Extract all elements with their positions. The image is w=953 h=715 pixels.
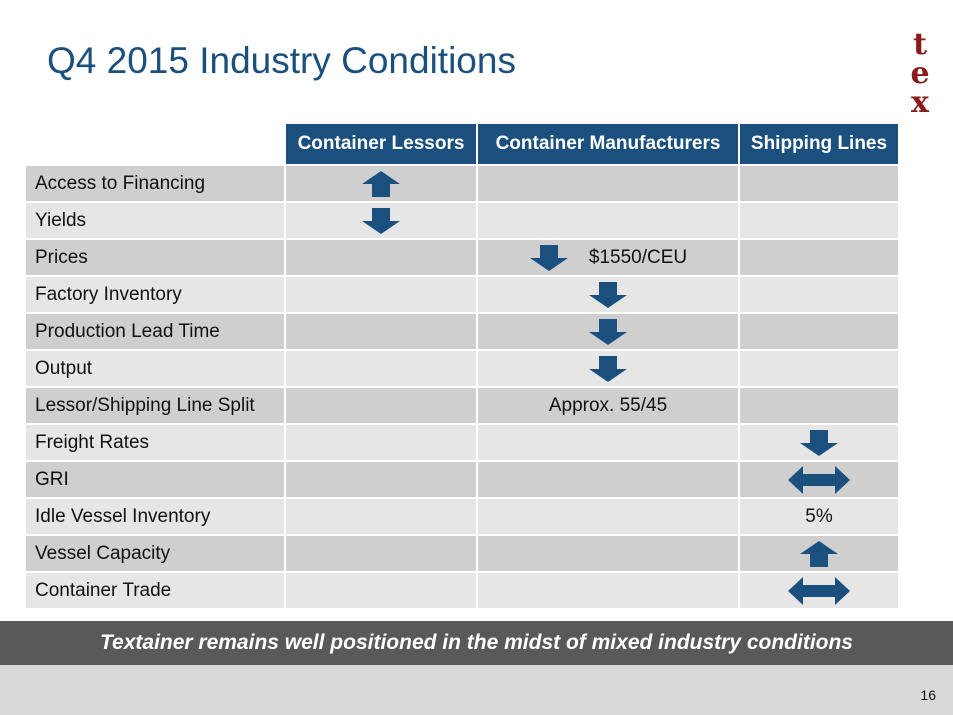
row-label: Freight Rates bbox=[26, 423, 284, 460]
column-header-shipping-lines: Shipping Lines bbox=[738, 124, 898, 164]
row-label: Prices bbox=[26, 238, 284, 275]
table-row: Lessor/Shipping Line Split Approx. 55/45 bbox=[26, 386, 898, 423]
cell-container-lessors bbox=[284, 571, 476, 608]
company-logo: t e x bbox=[905, 27, 935, 120]
cell-container-lessors bbox=[284, 275, 476, 312]
row-label: Container Trade bbox=[26, 571, 284, 608]
table-row: Prices $1550/CEU bbox=[26, 238, 898, 275]
cell-container-manufacturers bbox=[476, 460, 738, 497]
cell-container-lessors bbox=[284, 497, 476, 534]
arrow-up-icon bbox=[361, 170, 401, 198]
row-label: Yields bbox=[26, 201, 284, 238]
cell-shipping-lines bbox=[738, 349, 898, 386]
table-row: Freight Rates bbox=[26, 423, 898, 460]
cell-shipping-lines: 5% bbox=[738, 497, 898, 534]
page-number: 16 bbox=[920, 687, 936, 703]
cell-container-lessors bbox=[284, 460, 476, 497]
cell-shipping-lines bbox=[738, 164, 898, 201]
table-header-spacer bbox=[26, 124, 284, 164]
table-row: Production Lead Time bbox=[26, 312, 898, 349]
cell-shipping-lines bbox=[738, 460, 898, 497]
logo-letter: x bbox=[911, 85, 929, 120]
logo-letter: e bbox=[910, 56, 930, 91]
row-label: Access to Financing bbox=[26, 164, 284, 201]
cell-container-manufacturers bbox=[476, 164, 738, 201]
table-row: GRI bbox=[26, 460, 898, 497]
arrow-down-icon bbox=[588, 318, 628, 346]
table-body: Access to Financing Yields Prices $1550/CEU… bbox=[26, 164, 898, 608]
cell-container-lessors bbox=[284, 238, 476, 275]
row-label: Lessor/Shipping Line Split bbox=[26, 386, 284, 423]
cell-container-lessors bbox=[284, 534, 476, 571]
cell-container-manufacturers bbox=[476, 201, 738, 238]
cell-container-lessors bbox=[284, 386, 476, 423]
cell-container-manufacturers bbox=[476, 275, 738, 312]
cell-container-manufacturers bbox=[476, 571, 738, 608]
arrow-down-icon bbox=[588, 281, 628, 309]
arrow-down-icon bbox=[529, 244, 569, 272]
arrow-down-icon bbox=[361, 207, 401, 235]
cell-container-lessors bbox=[284, 201, 476, 238]
table-header-row: Container Lessors Container Manufacturer… bbox=[26, 124, 898, 164]
arrow-left-right-icon bbox=[787, 576, 851, 606]
column-header-container-manufacturers: Container Manufacturers bbox=[476, 124, 738, 164]
summary-banner: Textainer remains well positioned in the… bbox=[0, 621, 953, 665]
cell-shipping-lines bbox=[738, 275, 898, 312]
cell-container-manufacturers bbox=[476, 312, 738, 349]
row-label: Idle Vessel Inventory bbox=[26, 497, 284, 534]
cell-shipping-lines bbox=[738, 238, 898, 275]
row-label: Production Lead Time bbox=[26, 312, 284, 349]
cell-value: Approx. 55/45 bbox=[548, 394, 668, 416]
table-row: Container Trade bbox=[26, 571, 898, 608]
row-label: GRI bbox=[26, 460, 284, 497]
cell-shipping-lines bbox=[738, 201, 898, 238]
table-row: Yields bbox=[26, 201, 898, 238]
cell-container-manufacturers bbox=[476, 534, 738, 571]
cell-container-manufacturers bbox=[476, 349, 738, 386]
arrow-left-right-icon bbox=[787, 465, 851, 495]
cell-shipping-lines bbox=[738, 423, 898, 460]
table-row: Access to Financing bbox=[26, 164, 898, 201]
cell-value: $1550/CEU bbox=[588, 246, 688, 268]
column-header-container-lessors: Container Lessors bbox=[284, 124, 476, 164]
cell-shipping-lines bbox=[738, 534, 898, 571]
slide-title: Q4 2015 Industry Conditions bbox=[47, 40, 516, 81]
cell-container-lessors bbox=[284, 349, 476, 386]
cell-container-manufacturers bbox=[476, 423, 738, 460]
table-row: Vessel Capacity bbox=[26, 534, 898, 571]
arrow-down-icon bbox=[799, 429, 839, 457]
cell-container-manufacturers bbox=[476, 497, 738, 534]
table-row: Idle Vessel Inventory 5% bbox=[26, 497, 898, 534]
row-label: Factory Inventory bbox=[26, 275, 284, 312]
arrow-down-icon bbox=[588, 355, 628, 383]
row-label: Output bbox=[26, 349, 284, 386]
cell-shipping-lines bbox=[738, 386, 898, 423]
cell-shipping-lines bbox=[738, 312, 898, 349]
cell-value: 5% bbox=[805, 505, 833, 527]
industry-conditions-table: Container Lessors Container Manufacturer… bbox=[26, 124, 898, 608]
cell-container-manufacturers: $1550/CEU bbox=[476, 238, 738, 275]
logo-letter: t bbox=[913, 27, 927, 62]
row-label: Vessel Capacity bbox=[26, 534, 284, 571]
arrow-up-icon bbox=[799, 540, 839, 568]
slide-footer: 16 bbox=[0, 665, 953, 715]
cell-container-lessors bbox=[284, 423, 476, 460]
cell-shipping-lines bbox=[738, 571, 898, 608]
table-row: Factory Inventory bbox=[26, 275, 898, 312]
cell-container-manufacturers: Approx. 55/45 bbox=[476, 386, 738, 423]
cell-container-lessors bbox=[284, 164, 476, 201]
cell-container-lessors bbox=[284, 312, 476, 349]
table-row: Output bbox=[26, 349, 898, 386]
